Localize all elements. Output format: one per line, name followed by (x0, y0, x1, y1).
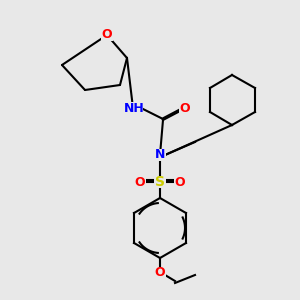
Text: O: O (102, 28, 112, 41)
FancyBboxPatch shape (154, 149, 166, 161)
Text: O: O (135, 176, 145, 188)
FancyBboxPatch shape (134, 176, 146, 188)
Text: O: O (155, 266, 165, 280)
FancyBboxPatch shape (179, 103, 191, 113)
FancyBboxPatch shape (123, 102, 143, 114)
Text: N: N (155, 148, 165, 161)
FancyBboxPatch shape (101, 29, 113, 40)
Text: O: O (180, 101, 190, 115)
Text: NH: NH (124, 101, 144, 115)
FancyBboxPatch shape (174, 176, 186, 188)
Text: O: O (175, 176, 185, 188)
FancyBboxPatch shape (154, 267, 166, 279)
FancyBboxPatch shape (154, 176, 166, 188)
Text: S: S (155, 175, 165, 189)
